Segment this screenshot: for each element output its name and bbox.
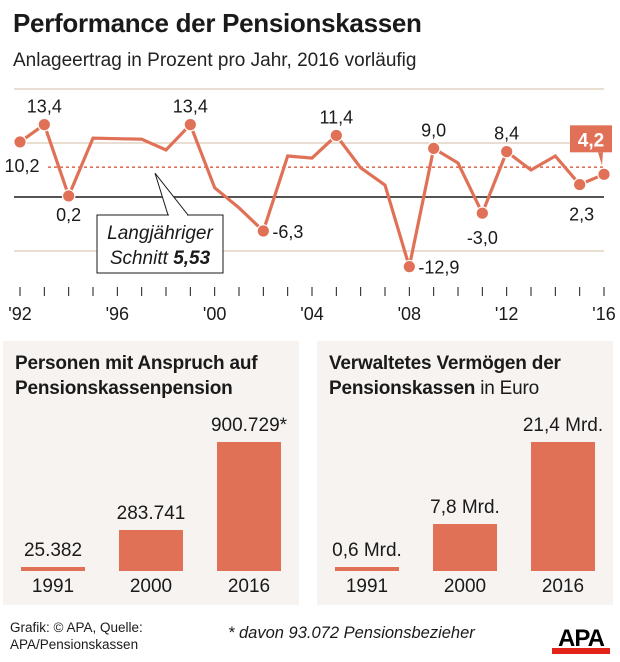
data-point-1999 [183, 117, 198, 132]
average-callout-value: 5,53 [173, 248, 210, 269]
highlight-callout-2016: 4,2 [570, 125, 612, 166]
data-label-1994: 0,2 [56, 205, 81, 225]
data-labels: 10,2 13,4 0,2 13,4 -6,3 11,4 -12,9 9,0 -3,0 8,4 2,… [4, 97, 612, 278]
panel-personen-title-line1: Personen mit Anspruch auf [15, 353, 258, 374]
data-point-2008 [402, 259, 417, 274]
highlight-callout-pointer [598, 152, 603, 166]
vermoegen-category-label-2000: 2000 [443, 576, 487, 597]
x-axis-ticks: '92 '96 '00 '04 '08 '12 '16 [8, 287, 616, 324]
x-tick-label-1996: '96 [106, 304, 129, 324]
chart-subtitle: Anlageertrag in Prozent pro Jahr, 2016 v… [13, 50, 417, 71]
footnote: * davon 93.072 Pensionsbezieher [228, 624, 475, 642]
personen-bar-2000 [119, 530, 183, 571]
vermoegen-bar-2016 [531, 442, 595, 571]
panel-vermoegen-title-line2: Pensionskassen in Euro [329, 376, 561, 401]
panel-vermoegen: Verwaltetes Vermögen der Pensionskassen … [317, 341, 613, 605]
personen-category-label-2000: 2000 [129, 576, 173, 597]
data-point-1994 [61, 189, 76, 203]
vermoegen-bar-2000 [433, 523, 497, 571]
vermoegen-category-label-2016: 2016 [541, 576, 585, 597]
source-credit-line1: Grafik: © APA, Quelle: [10, 620, 143, 635]
panel-vermoegen-title-normal: in Euro [475, 378, 540, 399]
vermoegen-value-label-2016: 21,4 Mrd. [522, 415, 604, 436]
data-label-2008: -12,9 [418, 258, 459, 278]
apa-logo-bar [552, 648, 610, 654]
x-tick-label-2008: '08 [398, 304, 421, 324]
panel-vermoegen-title-line1: Verwaltetes Vermögen der [329, 353, 561, 374]
data-label-2016: 4,2 [578, 130, 604, 151]
data-label-1999: 13,4 [173, 97, 208, 117]
apa-logo-text: APA [558, 625, 605, 652]
data-label-2002: -6,3 [272, 222, 303, 242]
data-point-2015 [572, 177, 587, 192]
x-tick-label-2000: '00 [203, 304, 226, 324]
panel-personen: Personen mit Anspruch auf Pensionskassen… [3, 341, 299, 605]
panel-personen-title-line2: Pensionskassenpension [15, 378, 233, 399]
average-callout-pointer [154, 172, 190, 216]
panel-vermoegen-title: Verwaltetes Vermögen der Pensionskassen … [329, 351, 561, 401]
performance-line-chart: Langjähriger Schnitt 5,53 10,2 13,4 0,2 13,… [4, 88, 616, 324]
x-tick-label-2012: '12 [495, 304, 518, 324]
vermoegen-value-label-2000: 7,8 Mrd. [430, 496, 500, 518]
personen-value-label-2000: 283.741 [116, 503, 186, 525]
vermoegen-bar-1991 [335, 567, 399, 571]
personen-bar-2016 [217, 442, 281, 571]
data-label-2011: -3,0 [467, 228, 498, 248]
data-point-2011 [475, 206, 490, 220]
source-credit-line2: APA/Pensionskassen [10, 637, 139, 652]
personen-bar-1991 [21, 567, 85, 571]
apa-logo: APA [548, 625, 614, 654]
average-callout-box [96, 214, 224, 274]
average-callout-schnitt: Schnitt [110, 248, 173, 269]
data-label-2005: 11,4 [319, 107, 353, 127]
data-point-2016 [597, 167, 611, 182]
data-label-1992: 10,2 [4, 156, 39, 176]
data-point-1992 [13, 135, 27, 149]
average-callout-label: Langjähriger [107, 223, 213, 244]
highlight-callout-box [570, 125, 612, 153]
personen-category-label-1991: 1991 [31, 576, 75, 597]
panel-vermoegen-title-bold: Pensionskassen [329, 378, 476, 399]
source-credit: Grafik: © APA, Quelle: APA/Pensionskasse… [10, 619, 143, 653]
data-label-2012: 8,4 [494, 124, 519, 144]
x-tick-label-1992: '92 [8, 304, 31, 324]
personen-value-label-1991: 25.382 [23, 540, 83, 562]
data-point-2009 [426, 141, 441, 156]
average-callout: Langjähriger Schnitt 5,53 [96, 172, 224, 274]
vermoegen-category-label-1991: 1991 [345, 576, 389, 597]
chart-title: Performance der Pensionskassen [13, 8, 422, 38]
x-tick-label-2016: '16 [592, 304, 615, 324]
data-label-2009: 9,0 [421, 120, 446, 140]
panel-personen-title: Personen mit Anspruch auf Pensionskassen… [15, 351, 258, 401]
average-callout-value-line: Schnitt 5,53 [110, 248, 211, 269]
data-label-2015: 2,3 [569, 205, 594, 225]
x-tick-label-2004: '04 [300, 304, 323, 324]
data-points [13, 117, 611, 274]
data-label-1993: 13,4 [27, 97, 62, 117]
data-point-1993 [37, 117, 52, 132]
personen-value-label-2016: 900.729* [210, 415, 288, 436]
vermoegen-value-label-1991: 0,6 Mrd. [332, 540, 402, 562]
data-point-2012 [499, 144, 514, 159]
data-point-2002 [256, 224, 271, 238]
data-point-2005 [329, 128, 344, 143]
personen-category-label-2016: 2016 [227, 576, 271, 597]
